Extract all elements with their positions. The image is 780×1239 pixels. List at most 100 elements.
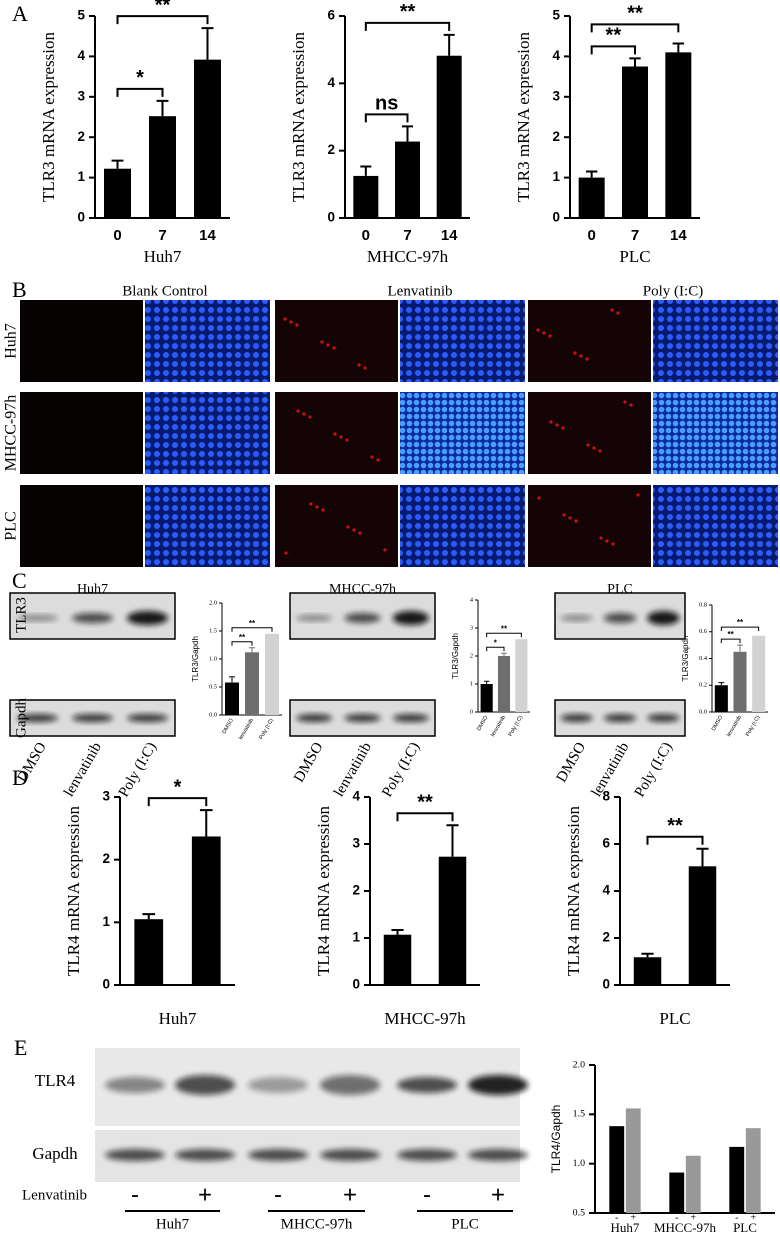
red-signal <box>542 331 546 335</box>
error-bar <box>199 809 213 837</box>
x-tick-label: 14 <box>670 227 687 244</box>
y-axis-label: TLR3 mRNA expression <box>514 32 533 202</box>
error-bar <box>672 42 685 53</box>
error-bar <box>585 170 598 178</box>
x-tick-label: 7 <box>631 227 639 244</box>
significance-label: ** <box>239 633 246 642</box>
blot-band <box>392 714 429 722</box>
panel-label: E <box>14 1035 27 1060</box>
x-tick-label: 0 <box>113 227 121 244</box>
red-signal <box>579 354 583 358</box>
blot-band <box>175 1075 235 1095</box>
panel-label: C <box>12 568 27 593</box>
y-tick-label: 0 <box>102 977 110 992</box>
bar <box>714 685 728 712</box>
blue-channel-image <box>145 485 270 567</box>
group-label: PLC <box>451 1216 479 1232</box>
blue-channel-image <box>145 300 270 382</box>
row-label: PLC <box>3 511 20 540</box>
x-tick-label: 7 <box>403 227 411 244</box>
y-tick-label: 3 <box>352 836 360 851</box>
red-channel-image <box>275 485 398 567</box>
y-tick-label: 4 <box>470 596 474 603</box>
x-tick-label: lenvatinib <box>238 718 255 741</box>
x-tick-label: DMSO <box>222 717 236 735</box>
significance-bracket <box>590 45 636 55</box>
treatment-label: Lenvatinib <box>22 1187 87 1203</box>
bar-label: + <box>750 1212 756 1223</box>
blot-band <box>397 1149 457 1161</box>
bar <box>225 682 239 715</box>
treatment-sign: + <box>491 1181 505 1208</box>
red-signal <box>536 328 540 332</box>
red-signal <box>289 320 293 324</box>
panel-label: B <box>12 277 27 302</box>
blot-band <box>71 613 114 623</box>
bar <box>436 55 462 218</box>
error-bar <box>629 57 641 67</box>
y-tick-label: 0 <box>470 708 473 715</box>
red-signal <box>320 340 324 344</box>
red-signal <box>623 400 627 404</box>
blot-band <box>344 714 381 722</box>
blot-band <box>560 714 593 722</box>
y-tick-label: 0.6 <box>699 628 707 635</box>
bar <box>633 957 662 985</box>
significance-label: ** <box>417 791 433 813</box>
y-axis-label: TLR4 mRNA expression <box>564 806 583 976</box>
blot-row-label: TLR4 <box>35 1071 76 1090</box>
red-channel-image <box>528 392 651 474</box>
red-signal <box>295 323 299 327</box>
bar <box>395 141 420 218</box>
lane-label: DMSO <box>554 740 590 786</box>
red-signal <box>562 513 566 517</box>
treatment-sign: + <box>198 1181 212 1208</box>
significance-label: * <box>494 638 498 647</box>
blot-band <box>468 1075 528 1095</box>
x-tick-label: 0 <box>362 227 370 244</box>
red-signal <box>568 516 572 520</box>
red-signal <box>346 525 350 529</box>
bar <box>665 52 692 218</box>
red-signal <box>611 542 615 546</box>
y-axis-label: TLR4 mRNA expression <box>314 806 333 976</box>
y-tick-label: 0 <box>602 977 610 992</box>
significance-bracket <box>486 646 505 652</box>
bar <box>688 866 717 985</box>
y-tick-label: 1 <box>552 169 560 184</box>
red-signal <box>332 346 336 350</box>
red-signal <box>585 357 589 361</box>
blot-band <box>560 615 593 621</box>
significance-label: * <box>136 67 144 89</box>
x-axis-label: Huh7 <box>144 247 182 266</box>
blot-title: PLC <box>607 582 633 597</box>
y-tick-label: 3 <box>470 624 473 631</box>
y-tick-label: 2 <box>470 652 473 659</box>
bar <box>480 684 493 712</box>
y-tick-label: 0.2 <box>699 682 707 689</box>
error-bar <box>142 913 156 920</box>
blot-band <box>397 1077 457 1093</box>
blot-band <box>647 714 680 722</box>
red-signal <box>573 351 577 355</box>
blot-band <box>647 611 680 625</box>
red-channel-image <box>20 485 143 567</box>
error-bar <box>718 682 725 686</box>
red-signal <box>605 539 609 543</box>
bar <box>383 934 412 985</box>
significance-bracket <box>116 87 164 97</box>
blue-channel-image <box>653 300 778 382</box>
red-signal <box>598 449 602 453</box>
error-bar <box>111 159 124 169</box>
significance-label: * <box>174 776 182 798</box>
y-tick-label: 5 <box>552 8 560 23</box>
bar <box>515 639 528 712</box>
significance-bracket <box>590 23 680 33</box>
red-signal <box>574 519 578 523</box>
blot-band <box>603 613 637 623</box>
x-tick-label: MHCC-97h <box>654 1220 717 1235</box>
red-signal <box>548 334 552 338</box>
significance-bracket <box>116 15 209 25</box>
red-signal <box>549 420 553 424</box>
error-bar <box>737 644 743 652</box>
